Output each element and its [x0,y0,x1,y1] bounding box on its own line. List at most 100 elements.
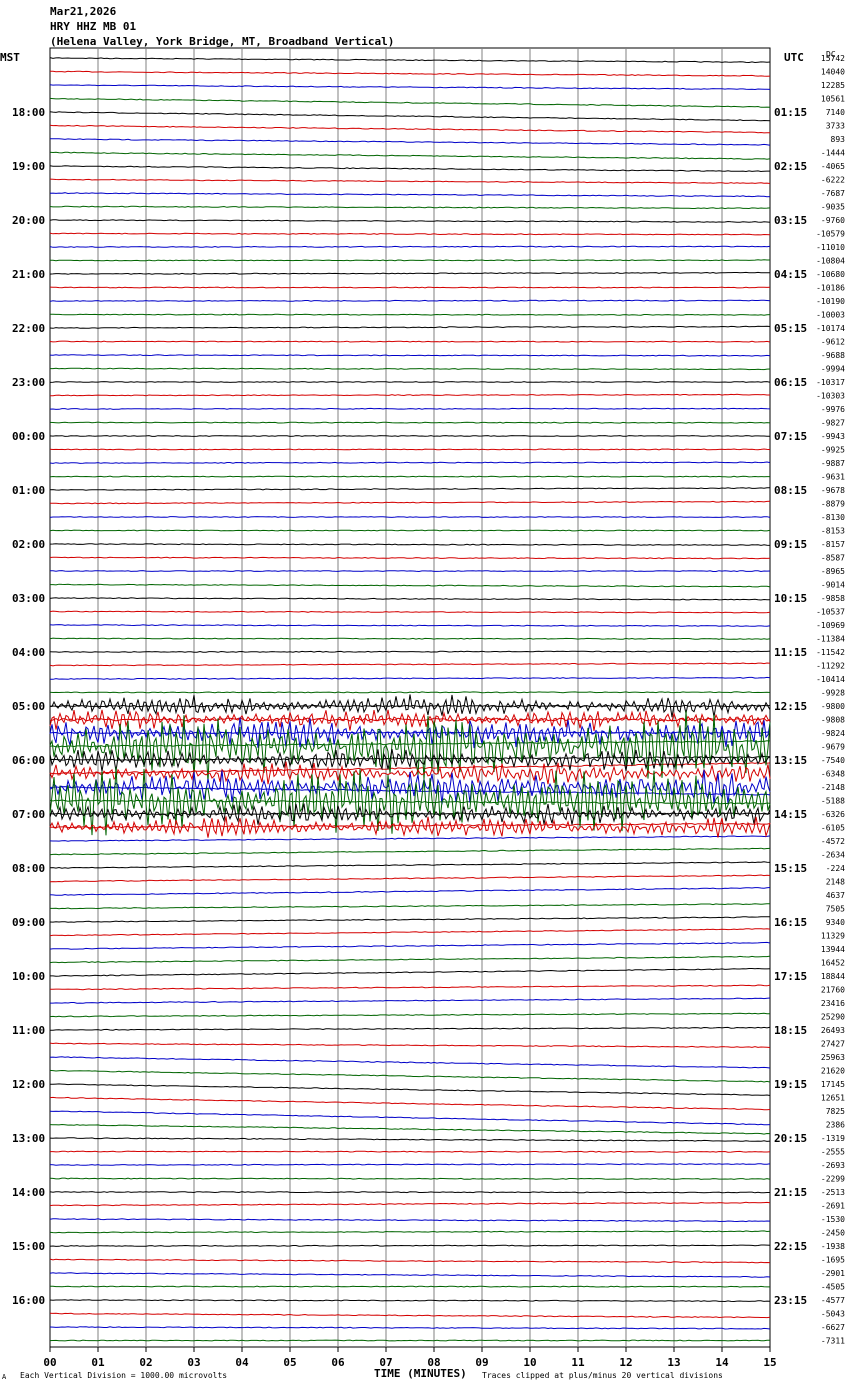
trace-offset-41: -10537 [816,608,845,617]
trace-68 [50,967,771,977]
right-hour-label-20: 21:15 [774,1186,807,1199]
x-tick-label-13: 13 [667,1356,680,1369]
trace-offset-66: 13944 [821,945,845,954]
trace-67 [49,955,771,964]
trace-offset-75: 21620 [821,1067,845,1076]
trace-offset-38: -8965 [821,567,845,576]
trace-90 [49,1272,771,1278]
event-wave-57 [49,816,771,838]
x-axis-title: TIME (MINUTES) [374,1367,467,1380]
trace-offset-1: 14040 [821,68,845,77]
x-tick-label-12: 12 [619,1356,632,1369]
right-hour-label-14: 15:15 [774,862,807,875]
trace-offset-68: 18844 [821,972,845,981]
trace-offset-55: -5188 [821,797,845,806]
trace-57 [49,822,771,829]
trace-offset-21: -9612 [821,338,845,347]
trace-95 [49,1339,771,1342]
trace-offset-11: -9035 [821,203,845,212]
trace-80 [49,1137,771,1142]
x-tick-label-15: 15 [763,1356,776,1369]
trace-94 [49,1326,771,1330]
trace-33 [50,500,771,505]
left-hour-label-21: 15:00 [12,1240,45,1253]
trace-74 [49,1056,771,1069]
station-code: HRY HHZ MB 01 [50,20,137,33]
trace-offset-20: -10174 [816,324,845,333]
plot-date: Mar21,2026 [50,5,117,18]
trace-37 [49,556,771,560]
trace-18 [49,299,771,302]
trace-offset-61: 2148 [826,878,845,887]
trace-15 [50,259,770,262]
trace-13 [49,232,771,236]
trace-14 [49,245,771,248]
footer-mark: A [2,1373,7,1381]
trace-88 [49,1244,771,1247]
left-hour-label-10: 04:00 [12,646,45,659]
plot-frame [49,47,771,1348]
trace-51 [49,740,771,748]
trace-9 [49,178,771,184]
trace-70 [50,997,771,1004]
trace-46 [49,676,771,680]
trace-offset-labels: 15742 14040 12285 10561 7140 3733 893 -1444 -406… [816,54,845,1346]
trace-offset-24: -10317 [816,378,845,387]
left-hour-label-7: 01:00 [12,484,45,497]
trace-offset-8: -4065 [821,162,845,171]
trace-offset-51: -9679 [821,743,845,752]
trace-64 [49,916,770,923]
right-hour-label-5: 06:15 [774,376,807,389]
trace-offset-77: 12651 [821,1094,845,1103]
trace-offset-48: -9800 [821,702,845,711]
trace-offset-69: 21760 [821,986,845,995]
trace-offset-25: -10303 [816,392,845,401]
trace-offset-74: 25963 [821,1053,845,1062]
trace-offset-60: -224 [826,864,845,873]
trace-53 [49,762,771,775]
x-tick-label-5: 05 [283,1356,296,1369]
trace-offset-40: -9858 [821,594,845,603]
trace-offset-49: -9808 [821,716,845,725]
trace-27 [49,421,771,424]
trace-offset-28: -9943 [821,432,845,441]
trace-62 [49,887,771,896]
trace-61 [49,874,771,883]
left-hour-label-2: 20:00 [12,214,45,227]
left-hour-label-16: 10:00 [12,970,45,983]
trace-offset-94: -6627 [821,1323,845,1332]
left-hour-label-18: 12:00 [12,1078,45,1091]
left-hour-label-12: 06:00 [12,754,45,767]
trace-offset-27: -9827 [821,419,845,428]
event-waveforms [49,694,771,838]
left-hour-label-20: 14:00 [12,1186,45,1199]
trace-offset-31: -9631 [821,473,845,482]
trace-73 [49,1042,771,1048]
left-hour-label-4: 22:00 [12,322,45,335]
trace-offset-22: -9688 [821,351,845,360]
trace-offset-90: -2901 [821,1269,845,1278]
trace-offset-64: 9340 [826,918,845,927]
trace-10 [49,192,771,198]
trace-offset-36: -8157 [821,540,845,549]
trace-75 [49,1069,771,1083]
trace-42 [49,624,771,627]
trace-offset-53: -6348 [821,770,845,779]
trace-25 [49,393,770,397]
trace-69 [50,984,771,991]
trace-offset-83: -2299 [821,1175,845,1184]
left-hour-label-1: 19:00 [12,160,45,173]
trace-offset-95: -7311 [821,1337,845,1346]
trace-offset-63: 7505 [826,905,845,914]
trace-44 [49,650,771,653]
trace-offset-46: -10414 [816,675,845,684]
trace-offset-82: -2693 [821,1161,845,1170]
trace-offset-85: -2691 [821,1202,845,1211]
trace-2 [49,84,771,91]
trace-offset-37: -8587 [821,554,845,563]
trace-72 [49,1026,771,1031]
trace-17 [49,286,771,289]
x-tick-label-0: 00 [43,1356,56,1369]
trace-21 [49,340,771,343]
